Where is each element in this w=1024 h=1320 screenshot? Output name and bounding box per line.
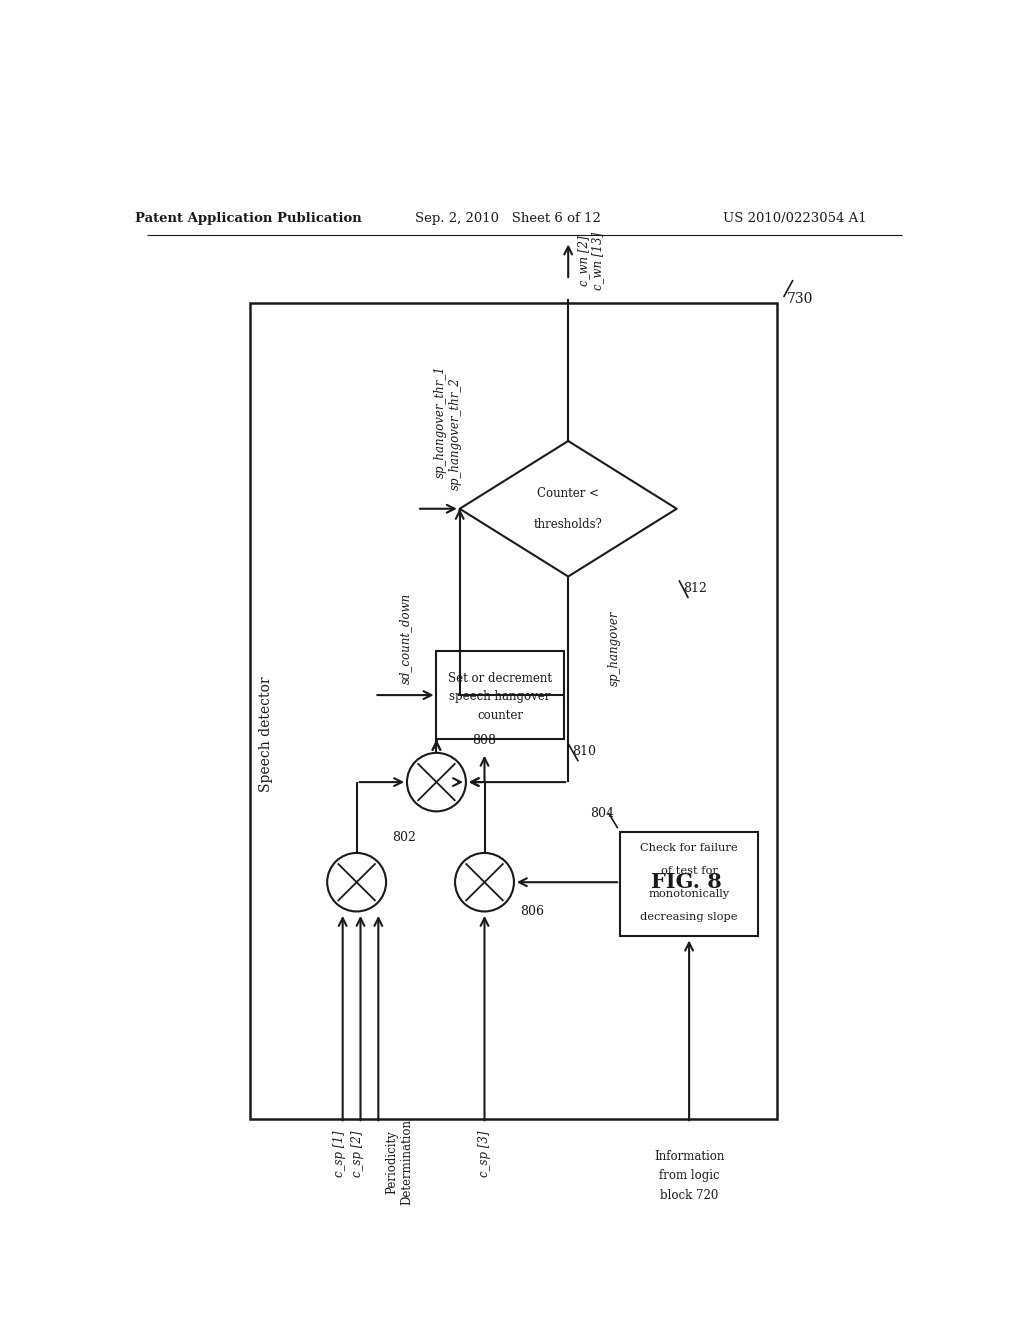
Text: sp_hangover: sp_hangover (608, 610, 622, 686)
Text: of test for: of test for (660, 866, 718, 875)
Text: c_wn [13]: c_wn [13] (592, 232, 604, 290)
Text: c_wn [2]: c_wn [2] (578, 235, 591, 286)
Text: Patent Application Publication: Patent Application Publication (135, 213, 361, 224)
Text: 810: 810 (572, 746, 596, 758)
Text: FIG. 8: FIG. 8 (650, 873, 721, 892)
Text: US 2010/0223054 A1: US 2010/0223054 A1 (723, 213, 866, 224)
Text: Counter <: Counter < (538, 487, 599, 500)
Text: Determination: Determination (400, 1119, 414, 1205)
Text: 802: 802 (392, 832, 416, 845)
Text: Sep. 2, 2010   Sheet 6 of 12: Sep. 2, 2010 Sheet 6 of 12 (415, 213, 601, 224)
Text: c_sp [2]: c_sp [2] (351, 1131, 364, 1177)
Text: c_sp [1]: c_sp [1] (333, 1131, 346, 1177)
Text: from logic: from logic (658, 1170, 720, 1183)
Bar (621, 832, 758, 936)
Text: thresholds?: thresholds? (534, 517, 603, 531)
Polygon shape (460, 441, 677, 577)
Text: block 720: block 720 (659, 1188, 718, 1201)
Text: sp_hangover_thr_2: sp_hangover_thr_2 (450, 376, 462, 490)
Text: decreasing slope: decreasing slope (640, 912, 738, 921)
Text: 730: 730 (786, 292, 813, 306)
Bar (436, 651, 564, 739)
Text: 812: 812 (683, 582, 707, 595)
Text: Periodicity: Periodicity (385, 1130, 398, 1193)
Text: Speech detector: Speech detector (259, 677, 273, 792)
Text: sp_hangover_thr_1: sp_hangover_thr_1 (434, 366, 446, 478)
Circle shape (407, 752, 466, 812)
Circle shape (455, 853, 514, 911)
Text: Check for failure: Check for failure (640, 842, 738, 853)
Text: Information: Information (654, 1150, 724, 1163)
Text: c_sp [3]: c_sp [3] (478, 1131, 490, 1177)
Text: 804: 804 (590, 807, 614, 820)
Text: speech hangover: speech hangover (450, 690, 551, 704)
Text: 806: 806 (520, 906, 544, 919)
Text: 808: 808 (472, 734, 496, 747)
Text: counter: counter (477, 709, 523, 722)
Text: Set or decrement: Set or decrement (449, 672, 552, 685)
Bar (251, 304, 777, 1119)
Circle shape (328, 853, 386, 911)
Text: sd_count_down: sd_count_down (399, 593, 412, 684)
Text: monotonically: monotonically (648, 888, 730, 899)
